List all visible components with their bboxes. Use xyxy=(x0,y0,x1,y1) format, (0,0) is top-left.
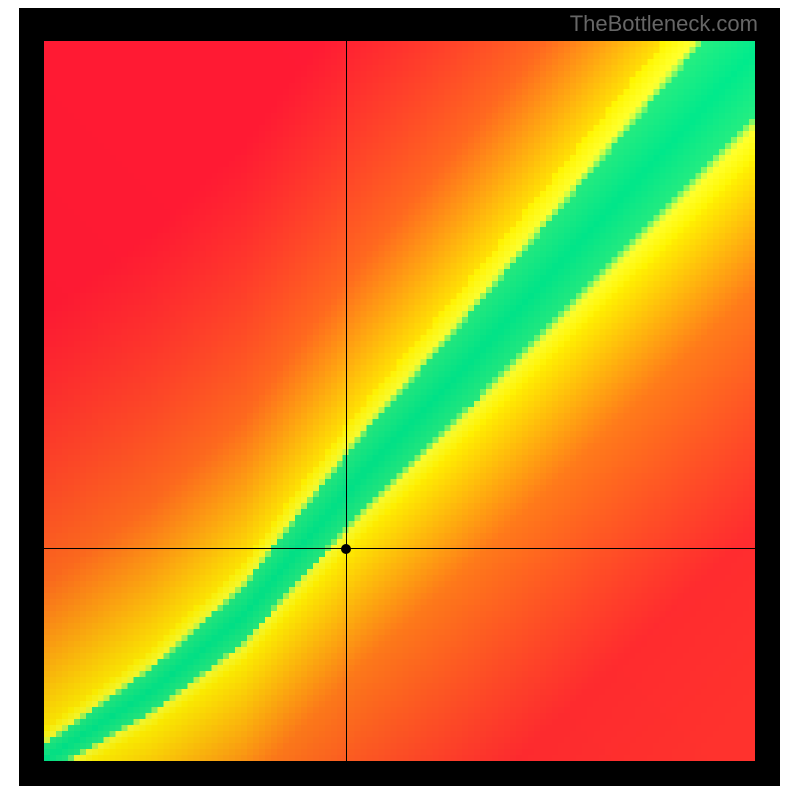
crosshair-marker xyxy=(341,544,351,554)
crosshair-vertical xyxy=(346,41,347,761)
heatmap-canvas xyxy=(44,41,755,761)
crosshair-horizontal xyxy=(44,548,755,549)
watermark-label: TheBottleneck.com xyxy=(570,11,758,37)
chart-outer-frame: TheBottleneck.com xyxy=(19,8,780,786)
heatmap-plot-area xyxy=(44,41,755,761)
